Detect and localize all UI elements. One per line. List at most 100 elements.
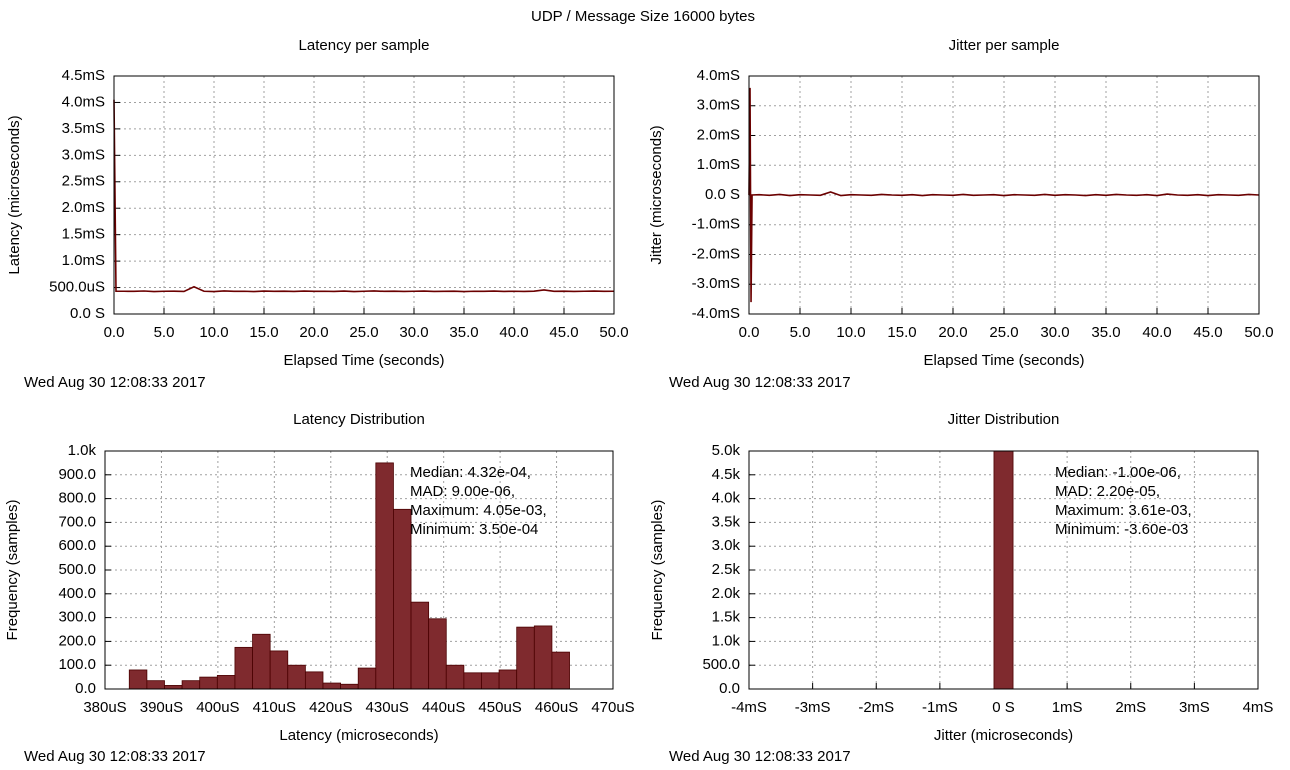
- y-axis-label: Jitter (microseconds): [648, 125, 665, 264]
- histogram-bar: [357, 667, 377, 690]
- y-tick-label: 3.0k: [712, 537, 741, 554]
- x-tick-label: 20.0: [299, 324, 328, 341]
- histogram-bar: [428, 618, 447, 690]
- y-tick-label: 0.0 S: [705, 186, 740, 203]
- y-tick-label: 2.5mS: [62, 173, 105, 190]
- x-tick-label: 410uS: [253, 699, 296, 716]
- histogram-bar: [234, 646, 253, 690]
- annotation: Median: 4.32e-04,: [410, 464, 531, 481]
- plot-frame: [748, 75, 1260, 315]
- histogram-bar: [287, 664, 306, 690]
- chart-panel: Jitter Distribution Jitter (microseconds)…: [649, 411, 1273, 765]
- x-tick-label: 25.0: [989, 324, 1018, 341]
- chart-title: Jitter Distribution: [948, 411, 1060, 428]
- x-axis-label: Jitter (microseconds): [934, 727, 1073, 744]
- y-tick-label: 500.0: [58, 561, 96, 578]
- y-tick-label: -2.0mS: [692, 245, 740, 262]
- x-axis-label: Latency (microseconds): [279, 727, 438, 744]
- plot-frame: [104, 450, 614, 690]
- x-tick-label: 420uS: [309, 699, 352, 716]
- y-tick-label: -3.0mS: [692, 275, 740, 292]
- histogram-bar: [322, 682, 341, 690]
- x-axis-label: Elapsed Time (seconds): [924, 352, 1085, 369]
- x-tick-label: 450uS: [478, 699, 521, 716]
- y-tick-label: 1.0mS: [697, 156, 740, 173]
- y-tick-label: 4.5k: [712, 466, 741, 483]
- y-tick-label: 300.0: [58, 609, 96, 626]
- y-tick-label: 3.0mS: [62, 146, 105, 163]
- y-tick-label: 700.0: [58, 513, 96, 530]
- x-tick-label: 20.0: [938, 324, 967, 341]
- x-tick-label: 50.0: [599, 324, 628, 341]
- x-tick-label: 25.0: [349, 324, 378, 341]
- histogram-bar: [993, 450, 1014, 690]
- histogram-bar: [216, 675, 236, 690]
- annotation: MAD: 9.00e-06,: [410, 483, 515, 500]
- plot-frame: [748, 450, 1259, 690]
- y-tick-label: 3.5mS: [62, 120, 105, 137]
- y-tick-label: 4.0k: [712, 490, 741, 507]
- histogram-bar: [164, 685, 183, 690]
- footnote: Wed Aug 30 12:08:33 2017: [669, 748, 851, 765]
- y-axis-label: Latency (microseconds): [6, 115, 23, 274]
- y-tick-label: 600.0: [58, 537, 96, 554]
- annotation: Minimum: -3.60e-03: [1055, 521, 1188, 538]
- x-tick-label: 45.0: [549, 324, 578, 341]
- y-tick-label: 4.5mS: [62, 67, 105, 84]
- histogram-bar: [463, 672, 482, 690]
- histogram-bar: [551, 651, 570, 690]
- chart-title: Jitter per sample: [949, 37, 1060, 54]
- x-tick-label: 35.0: [1091, 324, 1120, 341]
- chart-panel: Latency per sample Elapsed Time (seconds)…: [6, 37, 629, 391]
- histogram-bar: [252, 633, 271, 690]
- x-tick-label: 30.0: [399, 324, 428, 341]
- x-tick-label: 2mS: [1115, 699, 1146, 716]
- x-tick-label: 40.0: [1142, 324, 1171, 341]
- histogram-bar: [340, 683, 359, 690]
- x-tick-label: 470uS: [591, 699, 634, 716]
- x-tick-label: 460uS: [535, 699, 578, 716]
- annotation: MAD: 2.20e-05,: [1055, 483, 1160, 500]
- y-tick-label: 1.0k: [712, 632, 741, 649]
- y-tick-label: 100.0: [58, 656, 96, 673]
- y-tick-label: 400.0: [58, 585, 96, 602]
- chart-panel: Latency Distribution Latency (microsecond…: [4, 411, 635, 765]
- histogram-bar: [481, 672, 500, 690]
- x-tick-label: 10.0: [199, 324, 228, 341]
- histogram-bar: [410, 601, 430, 690]
- y-tick-label: 500.0uS: [49, 279, 105, 296]
- y-axis-label: Frequency (samples): [649, 500, 666, 641]
- y-tick-label: 0.0 S: [70, 305, 105, 322]
- histogram-bar: [304, 671, 324, 690]
- y-tick-label: 200.0: [58, 632, 96, 649]
- x-tick-label: 400uS: [196, 699, 239, 716]
- histogram-bar: [269, 650, 289, 690]
- histogram-bar: [445, 664, 465, 690]
- y-tick-label: 800.0: [58, 490, 96, 507]
- data-line: [748, 87, 1260, 303]
- chart-panel: Jitter per sample Elapsed Time (seconds) J…: [648, 37, 1274, 391]
- x-tick-label: 4mS: [1243, 699, 1274, 716]
- y-tick-label: 4.0mS: [62, 93, 105, 110]
- y-tick-label: 1.0mS: [62, 252, 105, 269]
- x-tick-label: 0.0: [739, 324, 760, 341]
- x-tick-label: 0.0: [104, 324, 125, 341]
- x-tick-label: -3mS: [795, 699, 831, 716]
- x-tick-label: 35.0: [449, 324, 478, 341]
- x-tick-label: 15.0: [249, 324, 278, 341]
- x-tick-label: 3mS: [1179, 699, 1210, 716]
- x-tick-label: -4mS: [731, 699, 767, 716]
- histogram-bar: [199, 676, 218, 690]
- x-tick-label: 10.0: [836, 324, 865, 341]
- x-tick-label: -1mS: [922, 699, 958, 716]
- footnote: Wed Aug 30 12:08:33 2017: [669, 374, 851, 391]
- y-tick-label: 2.0mS: [697, 126, 740, 143]
- histogram-bar: [146, 680, 165, 690]
- chart-title: Latency Distribution: [293, 411, 425, 428]
- x-tick-label: -2mS: [858, 699, 894, 716]
- y-tick-label: 2.0k: [712, 585, 741, 602]
- y-tick-label: 1.0k: [68, 442, 97, 459]
- y-tick-label: 5.0k: [712, 442, 741, 459]
- histogram-bar: [516, 626, 535, 690]
- y-tick-label: 0.0: [75, 680, 96, 697]
